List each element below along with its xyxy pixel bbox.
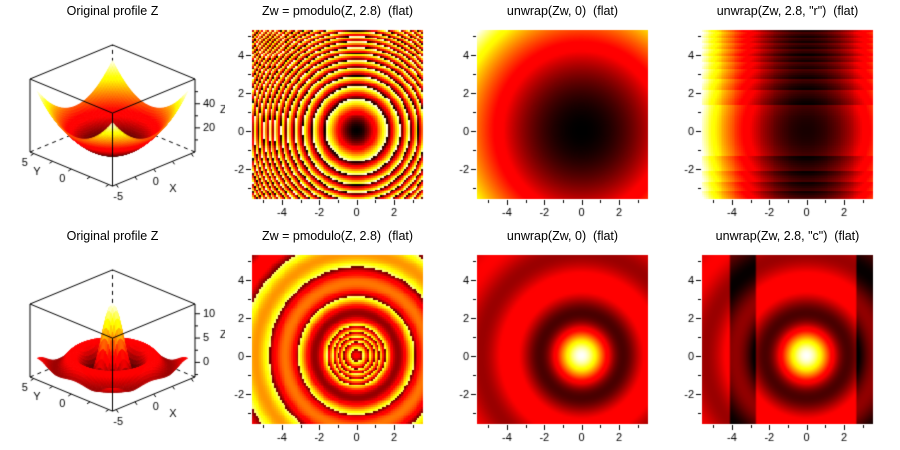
panel-surface3d-paraboloid: Original profile Z [0, 0, 225, 225]
heatmap-canvas [225, 0, 450, 225]
panel-pmodulo-paraboloid: Zw = pmodulo(Z, 2.8) (flat) [225, 0, 450, 225]
panel-pmodulo-sinc: Zw = pmodulo(Z, 2.8) (flat) [225, 225, 450, 450]
panel-unwrap-colwise-sinc: unwrap(Zw, 2.8, "c") (flat) [675, 225, 900, 450]
heatmap-canvas [675, 0, 900, 225]
panel-surface3d-sinc: Original profile Z [0, 225, 225, 450]
heatmap-canvas [675, 225, 900, 450]
heatmap-canvas [450, 0, 675, 225]
heatmap-canvas [225, 225, 450, 450]
surface-plot-canvas [0, 225, 225, 450]
panel-unwrap-rowwise-paraboloid: unwrap(Zw, 2.8, "r") (flat) [675, 0, 900, 225]
panel-unwrap0-paraboloid: unwrap(Zw, 0) (flat) [450, 0, 675, 225]
surface-plot-canvas [0, 0, 225, 225]
panel-unwrap0-sinc: unwrap(Zw, 0) (flat) [450, 225, 675, 450]
heatmap-canvas [450, 225, 675, 450]
